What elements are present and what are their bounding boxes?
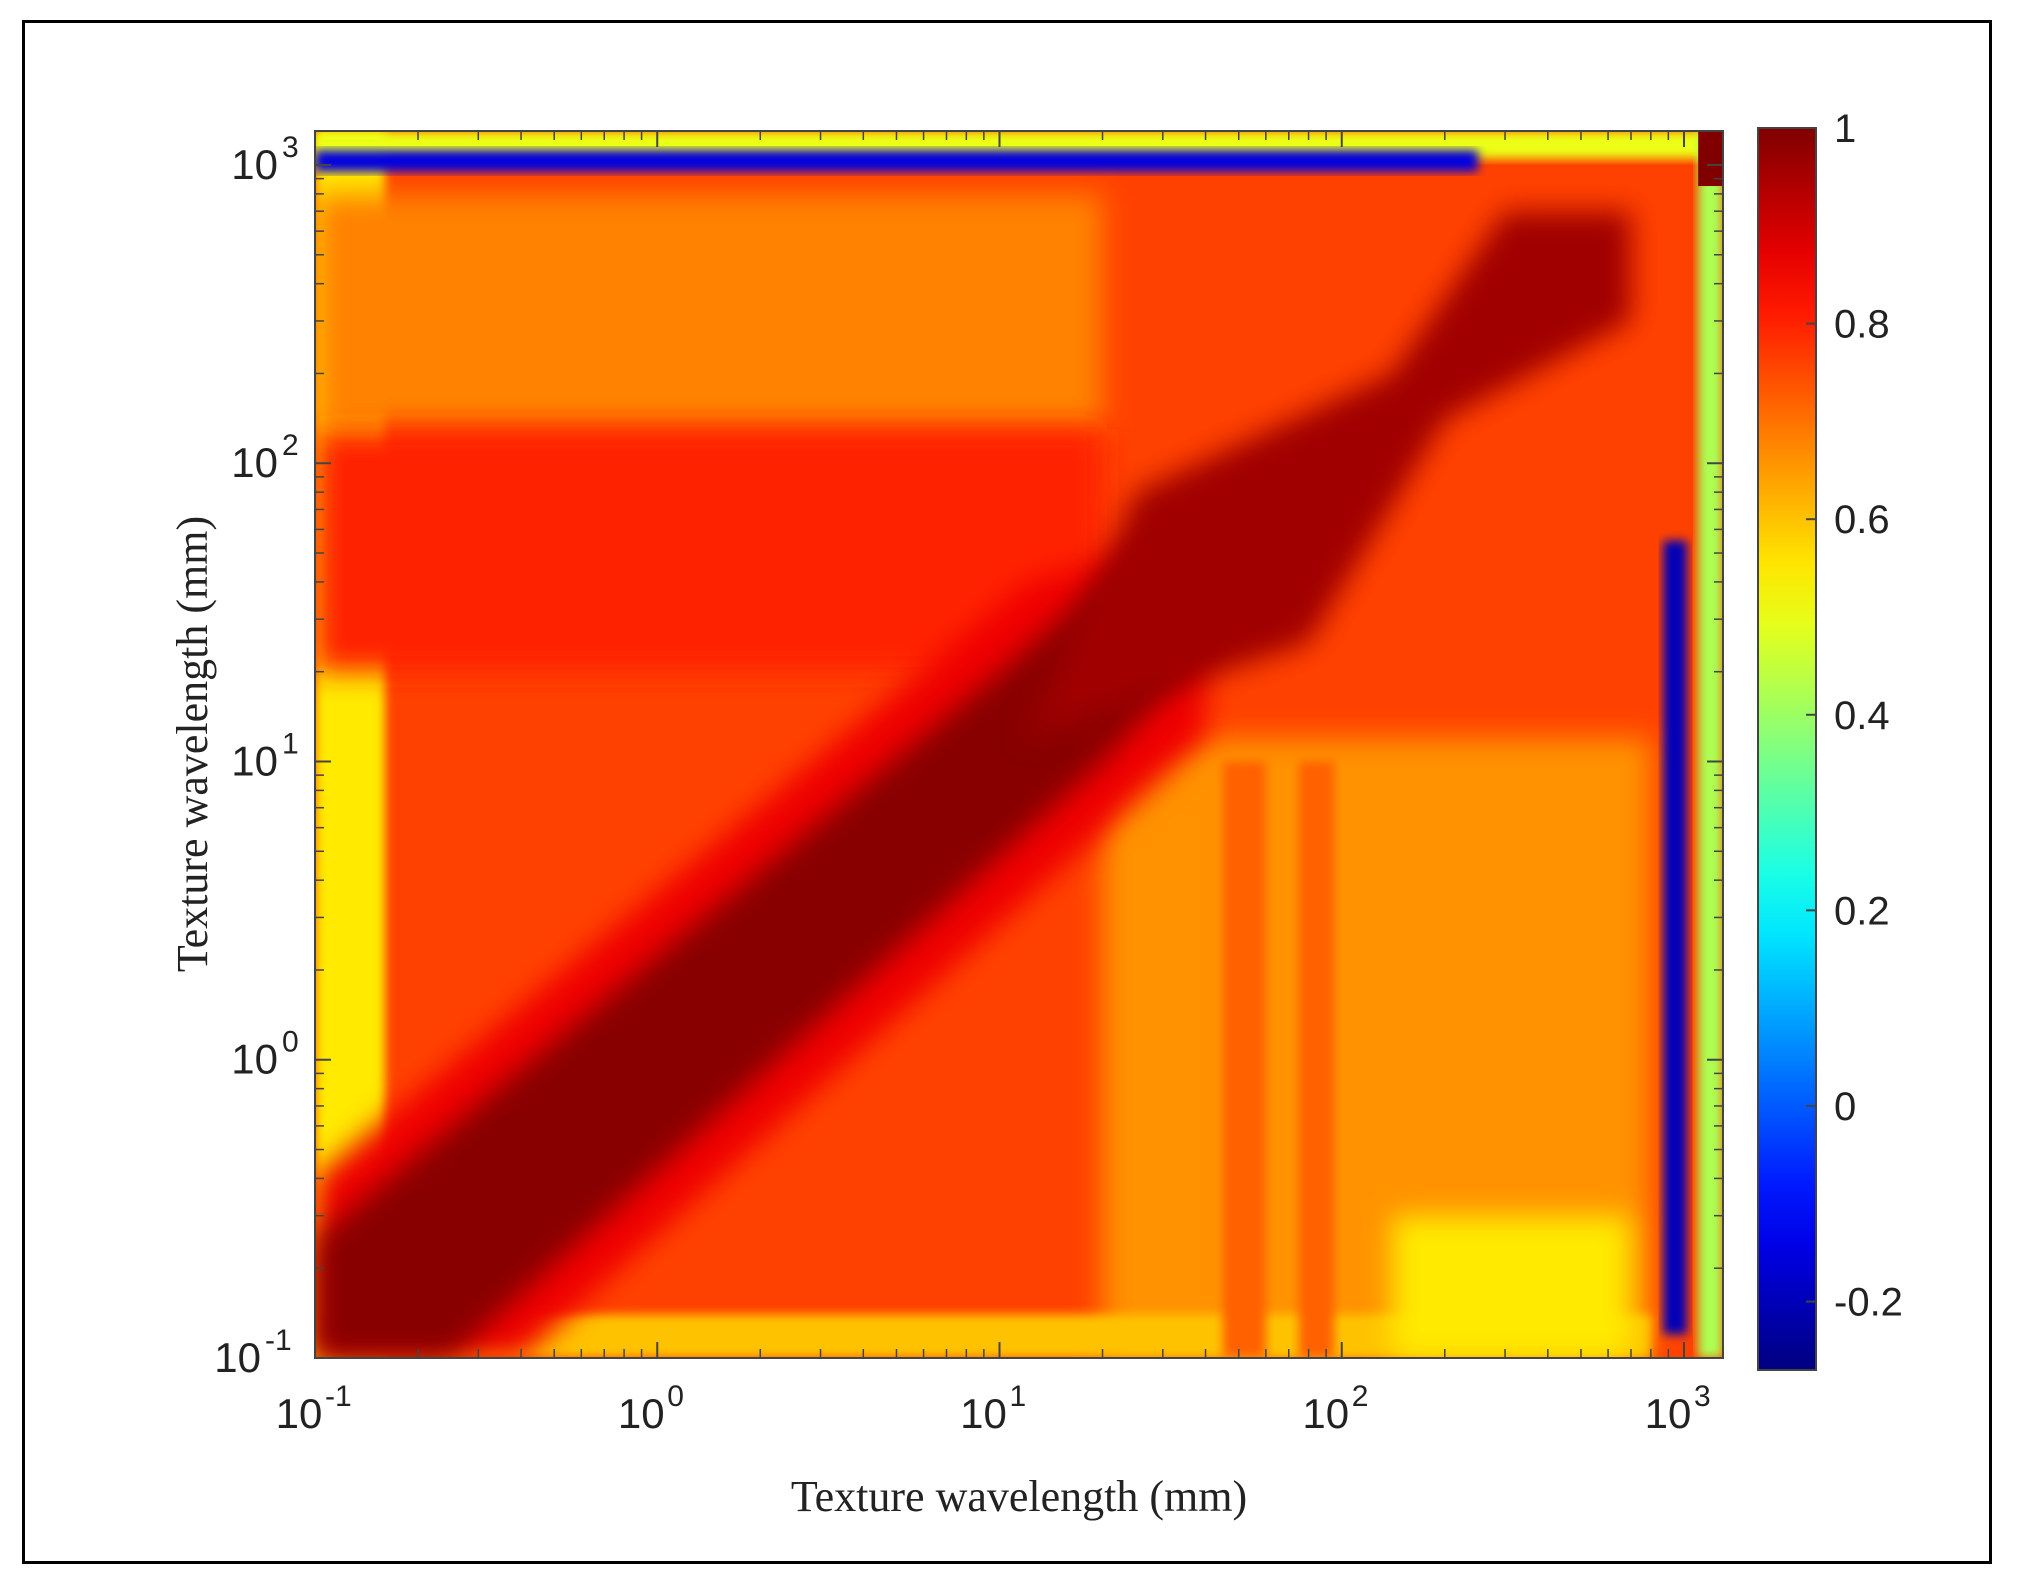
x-tick-exponent: -1 (325, 1380, 352, 1413)
colorbar: -0.2 0 0.2 0.4 0.6 0.8 1 (1757, 107, 1903, 1371)
plot-border (314, 130, 1724, 1359)
heat-low-band-right (1663, 540, 1687, 1335)
heat-low-band-top (315, 150, 1478, 172)
x-tick-label: 10 (618, 1390, 665, 1437)
y-tick-exponent: -1 (265, 1324, 292, 1357)
y-tick-label: 10 (214, 1334, 261, 1381)
x-tick-exponent: 2 (1352, 1380, 1369, 1413)
axes: 10 -1 10 0 10 1 10 2 10 310 -110 010 110 210 3 (214, 130, 1724, 1437)
colorbar-tick-label: 0.2 (1834, 889, 1890, 933)
colorbar-tick-label: 0.4 (1834, 694, 1890, 738)
y-axis-label: Texture wavelength (mm) (168, 516, 217, 972)
x-tick-exponent: 1 (1010, 1380, 1027, 1413)
y-tick-exponent: 1 (282, 727, 299, 760)
x-tick-label: 10 (276, 1390, 323, 1437)
y-tick-label: 10 (231, 439, 278, 486)
heat-stripe-50 (1223, 761, 1266, 1358)
heatmap-surface (315, 131, 1723, 1358)
colorbar-tick-label: -0.2 (1834, 1281, 1903, 1325)
y-tick-exponent: 3 (282, 131, 299, 164)
heat-right-strip (1698, 131, 1723, 1358)
x-tick-label: 10 (1302, 1390, 1349, 1437)
y-tick-label: 10 (231, 737, 278, 784)
colorbar-tick-label: 0.8 (1834, 303, 1890, 347)
colorbar-tick-label: 0.6 (1834, 498, 1890, 542)
heat-stripe-80 (1298, 761, 1335, 1358)
x-tick-label: 10 (1645, 1390, 1692, 1437)
colorbar-tick-label: 0 (1834, 1085, 1856, 1129)
y-tick-exponent: 2 (282, 429, 299, 462)
heatmap-chart: -0.200.20.40.60.81 10 -1 10 0 10 1 10 2 10 310 -11… (168, 107, 1903, 1521)
y-tick-label: 10 (231, 141, 278, 188)
heat-region-upper-left (315, 193, 1103, 430)
heat-region-bottom-right (1391, 1215, 1631, 1358)
figure-frame: -0.2 0 0.2 0.4 0.6 0.8 1 10 -1 10 0 10 1 10 2 10 3 10 -1 1… (22, 20, 1992, 1564)
x-tick-exponent: 3 (1694, 1380, 1711, 1413)
y-tick-label: 10 (231, 1036, 278, 1083)
colorbar-gradient (1757, 127, 1817, 1371)
x-tick-exponent: 0 (667, 1380, 684, 1413)
y-tick-exponent: 0 (282, 1026, 299, 1059)
heat-diagonal-upper (1026, 211, 1631, 738)
x-tick-label: 10 (960, 1390, 1007, 1437)
heat-corner-peak (1698, 131, 1723, 187)
x-axis-label: Texture wavelength (mm) (791, 1472, 1247, 1521)
colorbar-tick-label: 1 (1834, 107, 1856, 151)
